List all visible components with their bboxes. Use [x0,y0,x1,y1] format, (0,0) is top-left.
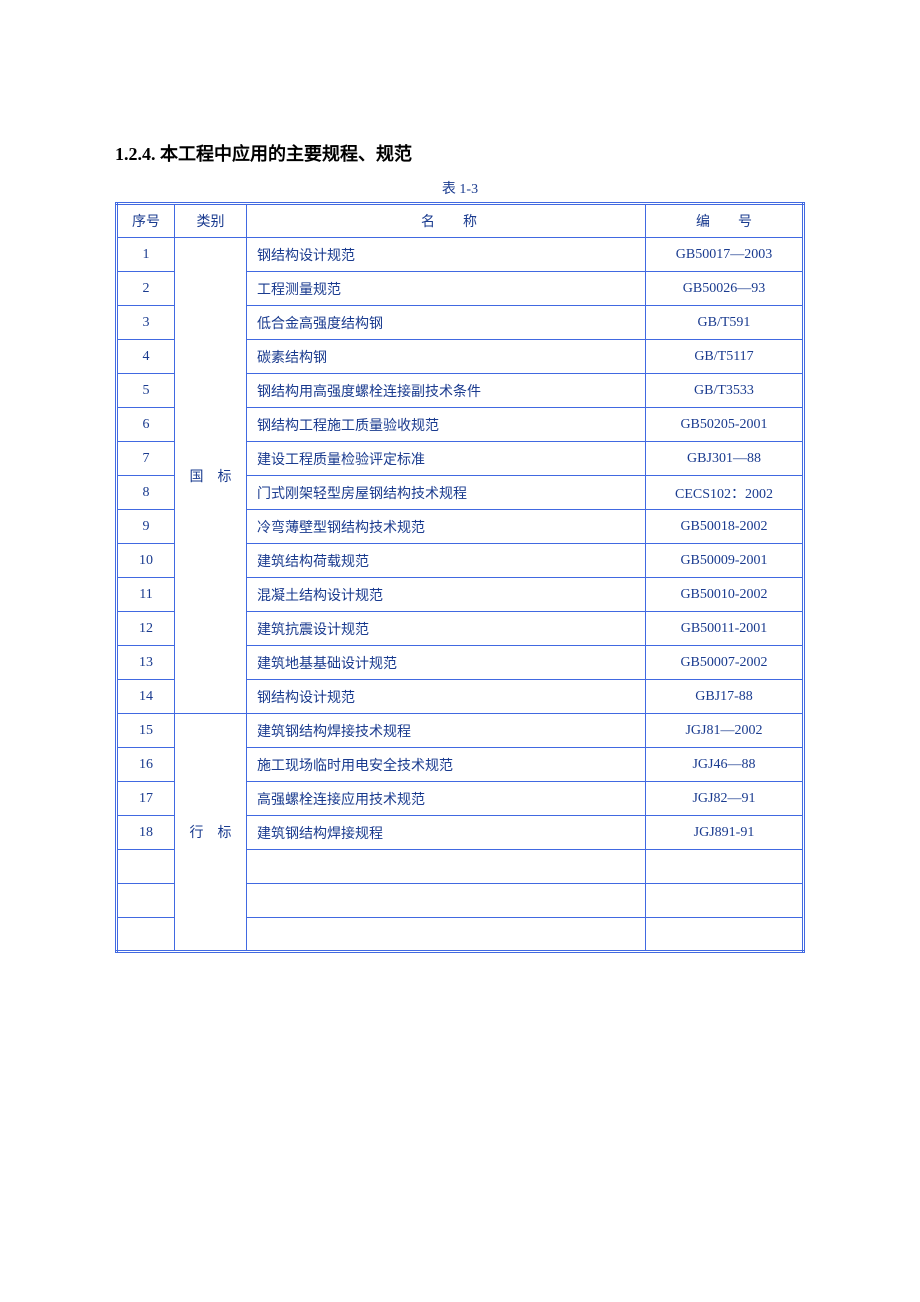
cell-code: JGJ81—2002 [646,714,804,748]
cell-name: 高强螺栓连接应用技术规范 [247,782,646,816]
header-seq: 序号 [117,204,175,238]
cell-name: 钢结构工程施工质量验收规范 [247,408,646,442]
cell-code: JGJ46—88 [646,748,804,782]
cell-seq: 18 [117,816,175,850]
cell-code [646,850,804,884]
cell-name: 建筑钢结构焊接规程 [247,816,646,850]
cell-name [247,918,646,952]
table-row: 15行 标建筑钢结构焊接技术规程JGJ81—2002 [117,714,804,748]
header-category: 类别 [175,204,247,238]
cell-name [247,884,646,918]
cell-code: GBJ17-88 [646,680,804,714]
cell-seq: 4 [117,340,175,374]
cell-code [646,884,804,918]
cell-seq [117,850,175,884]
cell-code: GB50011-2001 [646,612,804,646]
cell-code: GB/T5117 [646,340,804,374]
cell-seq: 5 [117,374,175,408]
cell-name: 建设工程质量检验评定标准 [247,442,646,476]
cell-seq: 8 [117,476,175,510]
cell-category-national: 国 标 [175,238,247,714]
cell-seq: 12 [117,612,175,646]
cell-name: 钢结构设计规范 [247,680,646,714]
cell-code: GB/T591 [646,306,804,340]
cell-seq: 16 [117,748,175,782]
cell-seq: 9 [117,510,175,544]
cell-seq: 2 [117,272,175,306]
cell-code: GB50010-2002 [646,578,804,612]
cell-code: CECS102：2002 [646,476,804,510]
cell-code: JGJ82—91 [646,782,804,816]
cell-name: 建筑地基基础设计规范 [247,646,646,680]
cell-name: 门式刚架轻型房屋钢结构技术规程 [247,476,646,510]
cell-name: 工程测量规范 [247,272,646,306]
cell-name: 低合金高强度结构钢 [247,306,646,340]
table-body: 1国 标钢结构设计规范GB50017—20032工程测量规范GB50026—93… [117,238,804,952]
specifications-table: 序号 类别 名 称 编 号 1国 标钢结构设计规范GB50017—20032工程… [115,202,805,953]
cell-seq: 14 [117,680,175,714]
cell-seq: 3 [117,306,175,340]
cell-seq: 17 [117,782,175,816]
cell-code: GB50007-2002 [646,646,804,680]
cell-name: 碳素结构钢 [247,340,646,374]
cell-code: JGJ891-91 [646,816,804,850]
cell-code: GB50026—93 [646,272,804,306]
cell-seq: 11 [117,578,175,612]
cell-name: 建筑抗震设计规范 [247,612,646,646]
cell-name: 钢结构用高强度螺栓连接副技术条件 [247,374,646,408]
section-heading: 1.2.4. 本工程中应用的主要规程、规范 [115,140,805,166]
cell-seq: 1 [117,238,175,272]
header-name: 名 称 [247,204,646,238]
cell-name: 钢结构设计规范 [247,238,646,272]
cell-name [247,850,646,884]
cell-seq [117,918,175,952]
table-header-row: 序号 类别 名 称 编 号 [117,204,804,238]
table-caption: 表 1-3 [115,178,805,198]
cell-seq: 7 [117,442,175,476]
cell-name: 施工现场临时用电安全技术规范 [247,748,646,782]
cell-name: 混凝土结构设计规范 [247,578,646,612]
cell-seq [117,884,175,918]
cell-name: 冷弯薄壁型钢结构技术规范 [247,510,646,544]
cell-code [646,918,804,952]
cell-seq: 13 [117,646,175,680]
cell-seq: 6 [117,408,175,442]
cell-code: GB50018-2002 [646,510,804,544]
cell-seq: 15 [117,714,175,748]
table-row: 1国 标钢结构设计规范GB50017—2003 [117,238,804,272]
cell-code: GB/T3533 [646,374,804,408]
cell-name: 建筑钢结构焊接技术规程 [247,714,646,748]
cell-code: GB50205-2001 [646,408,804,442]
cell-name: 建筑结构荷载规范 [247,544,646,578]
cell-category-industry: 行 标 [175,714,247,952]
cell-code: GBJ301—88 [646,442,804,476]
header-code: 编 号 [646,204,804,238]
cell-code: GB50009-2001 [646,544,804,578]
cell-seq: 10 [117,544,175,578]
cell-code: GB50017—2003 [646,238,804,272]
